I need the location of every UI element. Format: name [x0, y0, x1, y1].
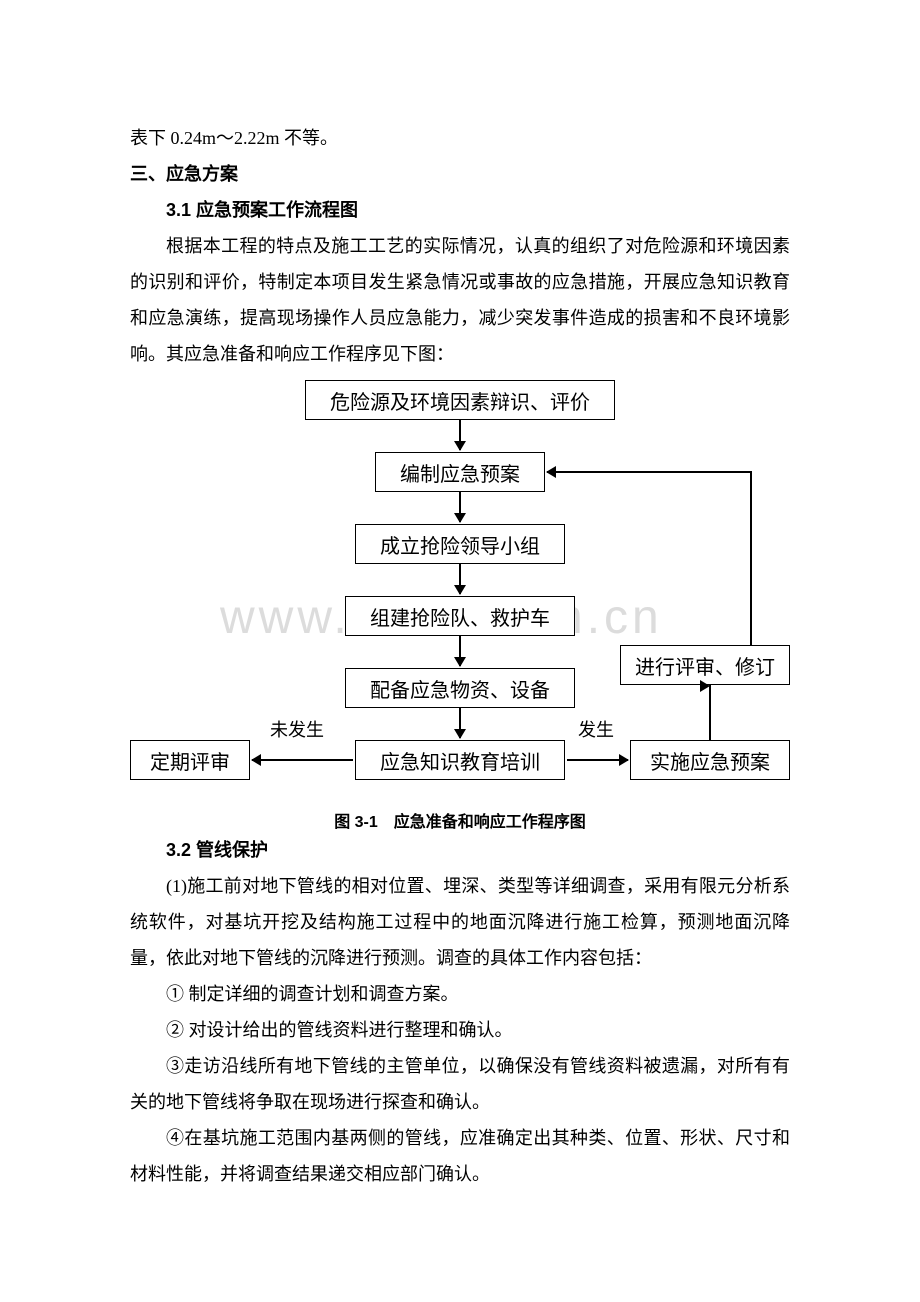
flow-line — [750, 472, 752, 645]
flow-arrow — [459, 564, 461, 594]
subsection-heading-3-2: 3.2 管线保护 — [130, 832, 790, 868]
section-heading-3: 三、应急方案 — [130, 156, 790, 192]
paragraph-3-2-item1: ① 制定详细的调查计划和调查方案。 — [130, 976, 790, 1012]
flow-node-6: 应急知识教育培训 — [355, 740, 565, 780]
flow-node-9: 进行评审、修订 — [620, 645, 790, 685]
flow-arrow — [459, 492, 461, 522]
paragraph-cont: 表下 0.24m～2.22m 不等。 — [130, 120, 790, 156]
flow-node-7: 定期评审 — [130, 740, 250, 780]
flow-node-3: 成立抢险领导小组 — [355, 524, 565, 564]
flow-node-4: 组建抢险队、救护车 — [345, 596, 575, 636]
flowchart-container: www.zixin.com.cn 危险源及环境因素辩识、评价 编制应急预案 成立… — [130, 380, 790, 800]
paragraph-3-2-item3: ③走访沿线所有地下管线的主管单位，以确保没有管线资料被遗漏，对所有有关的地下管线… — [130, 1048, 790, 1120]
edge-label-happened: 发生 — [578, 716, 614, 742]
paragraph-3-2-item2: ② 对设计给出的管线资料进行整理和确认。 — [130, 1012, 790, 1048]
flow-arrow — [459, 420, 461, 450]
flow-arrow — [459, 636, 461, 666]
figure-caption: 图 3-1 应急准备和响应工作程序图 — [130, 808, 790, 832]
flow-node-8: 实施应急预案 — [630, 740, 790, 780]
flow-arrow-right — [567, 759, 628, 761]
edge-label-not-happened: 未发生 — [270, 716, 324, 742]
flow-arrow-to-n2 — [547, 471, 752, 473]
flow-arrow — [459, 708, 461, 738]
paragraph-3-2-item4: ④在基坑施工范围内基两侧的管线，应准确定出其种类、位置、形状、尺寸和材料性能，并… — [130, 1120, 790, 1192]
flow-line — [709, 685, 711, 740]
flow-node-2: 编制应急预案 — [375, 452, 545, 492]
subsection-heading-3-1: 3.1 应急预案工作流程图 — [130, 192, 790, 228]
flow-node-5: 配备应急物资、设备 — [345, 668, 575, 708]
paragraph-3-2-1: (1)施工前对地下管线的相对位置、埋深、类型等详细调查，采用有限元分析系统软件，… — [130, 868, 790, 976]
flow-node-1: 危险源及环境因素辩识、评价 — [305, 380, 615, 420]
paragraph-3-1: 根据本工程的特点及施工工艺的实际情况，认真的组织了对危险源和环境因素的识别和评价… — [130, 228, 790, 372]
flow-arrow-left — [252, 759, 353, 761]
